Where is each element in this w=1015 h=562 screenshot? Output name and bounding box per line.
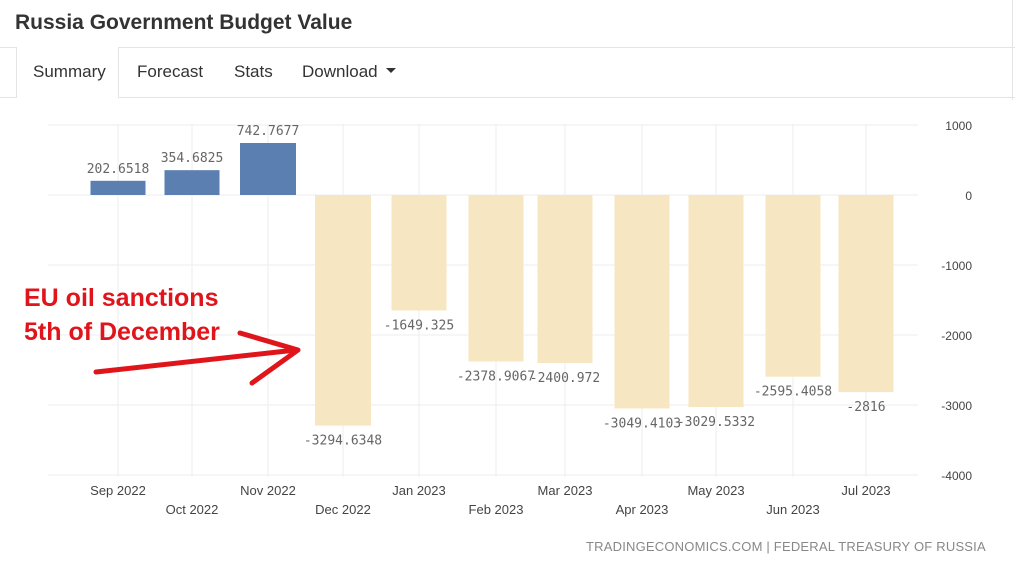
data-label: 742.7677 [237,124,300,139]
data-label: -3294.6348 [304,434,382,449]
data-label: -2595.4058 [754,385,832,400]
bar-dec-2022 [315,195,371,426]
bar-jul-2023 [838,195,894,393]
bar-jun-2023 [765,195,821,377]
annotation-line-2: 5th of December [24,318,220,346]
x-tick-label: Mar 2023 [538,483,593,498]
x-tick-label: May 2023 [687,483,744,498]
source-credit: TRADINGECONOMICS.COM | FEDERAL TREASURY … [586,539,986,554]
bar-apr-2023 [614,195,670,409]
y-tick-label: 1000 [945,119,972,133]
tab-stats-label: Stats [234,62,273,81]
caret-down-icon [385,68,396,74]
label-layer: 1000 0 -1000 -2000 -3000 -4000 202.6518 354.682… [87,119,973,517]
bar-layer [90,143,894,426]
y-tick-label: -1000 [941,259,972,273]
x-tick-label: Jan 2023 [392,483,446,498]
data-label: -3029.5332 [677,415,755,430]
data-label: -3049.4103 [603,416,681,431]
bar-mar-2023 [537,195,593,364]
data-label: -2816 [846,400,885,415]
x-tick-label: Sep 2022 [90,483,146,498]
y-tick-label: -4000 [941,469,972,483]
data-label: -1649.325 [384,318,454,333]
bar-nov-2022 [240,143,296,195]
tab-forecast[interactable]: Forecast [137,47,203,97]
y-tick-label: -3000 [941,399,972,413]
tab-summary-label: Summary [33,62,106,81]
y-tick-label: 0 [965,189,972,203]
y-tick-label: -2000 [941,329,972,343]
title-bar: Russia Government Budget Value [0,0,1015,48]
tab-stats[interactable]: Stats [234,47,273,97]
x-tick-label: Dec 2022 [315,502,371,517]
arrow-head [237,330,301,386]
page-title: Russia Government Budget Value [15,11,353,34]
tab-download-label: Download [302,62,378,81]
arrow-right-icon [93,347,299,375]
x-tick-label: Apr 2023 [616,502,669,517]
bar-oct-2022 [164,170,220,195]
x-tick-label: Nov 2022 [240,483,296,498]
bar-feb-2023 [468,195,524,362]
data-label: -2378.9067 [457,370,535,385]
data-label: 202.6518 [87,162,150,177]
bar-may-2023 [688,195,744,408]
data-label: 354.6825 [161,151,224,166]
x-tick-label: Jun 2023 [766,502,820,517]
panel-border [1012,0,1013,100]
tab-forecast-label: Forecast [137,62,204,81]
x-tick-label: Feb 2023 [469,502,524,517]
x-tick-label: Oct 2022 [166,502,219,517]
tab-bar: Summary Forecast Stats Download [0,47,1015,98]
annotation-line-1: EU oil sanctions [24,284,219,312]
data-label: -2400.972 [530,371,600,386]
tab-summary[interactable]: Summary [16,47,119,98]
bar-sep-2022 [90,180,146,195]
bar-jan-2023 [391,195,447,311]
annotation-arrow [93,330,301,386]
tab-download[interactable]: Download [302,47,396,97]
x-tick-label: Jul 2023 [841,483,890,498]
